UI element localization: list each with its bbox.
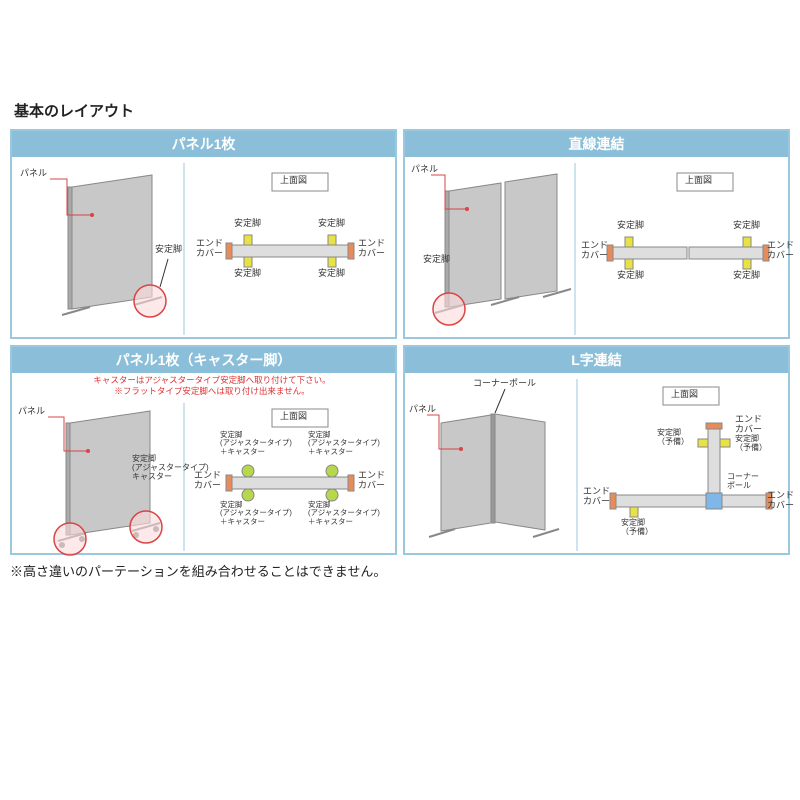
panel-label: パネル <box>411 165 438 175</box>
foot-label-tl: 安定脚 <box>234 219 261 229</box>
foot-label-tl: 安定脚 <box>617 221 644 231</box>
diagram-l-shape <box>405 373 795 557</box>
foot-label-bl: 安定脚(アジャスタータイプ)＋キャスター <box>220 501 292 526</box>
cell-panel-1: パネル1枚 <box>10 129 397 339</box>
end-label-l: エンドカバー <box>581 241 608 261</box>
foot-label: 安定脚 <box>423 255 450 265</box>
panel-label: パネル <box>20 169 47 179</box>
foot-label-tl: 安定脚(アジャスタータイプ)＋キャスター <box>220 431 292 456</box>
foot-label-b: 安定脚（予備） <box>621 519 653 537</box>
foot-label-br: 安定脚 <box>733 271 760 281</box>
top-view-label: 上面図 <box>671 390 698 400</box>
end-label-t: エンドカバー <box>735 415 762 435</box>
cell-header: パネル1枚（キャスター脚） <box>12 347 395 373</box>
foot-label-bl: 安定脚 <box>234 269 261 279</box>
foot-label-tr: 安定脚 <box>733 221 760 231</box>
foot-label-br: 安定脚(アジャスタータイプ)＋キャスター <box>308 501 380 526</box>
top-view-label: 上面図 <box>280 176 307 186</box>
end-label-r: エンドカバー <box>767 491 794 511</box>
panel-label: パネル <box>18 407 45 417</box>
warning-text: キャスターはアジャスタータイプ安定脚へ取り付けて下さい。※フラットタイプ安定脚へ… <box>42 375 382 396</box>
corner-label: コーナーポール <box>473 379 536 389</box>
end-label-r: エンドカバー <box>358 471 385 491</box>
foot-label-tr: 安定脚 <box>318 219 345 229</box>
foot-label-br: 安定脚 <box>318 269 345 279</box>
top-view-label: 上面図 <box>280 412 307 422</box>
cell-header: 直線連結 <box>405 131 788 157</box>
foot-label: 安定脚 <box>155 245 182 255</box>
cell-header: L字連結 <box>405 347 788 373</box>
foot-label-bl: 安定脚 <box>617 271 644 281</box>
end-label-r: エンドカバー <box>358 239 385 259</box>
foot-label-tr: 安定脚(アジャスタータイプ)＋キャスター <box>308 431 380 456</box>
foot-label-tl: 安定脚（予備） <box>657 429 689 447</box>
foot-label-tr: 安定脚（予備） <box>735 435 767 453</box>
end-label-l: エンドカバー <box>194 471 221 491</box>
panel-label: パネル <box>409 405 436 415</box>
end-label-l: エンドカバー <box>196 239 223 259</box>
end-label-r: エンドカバー <box>767 241 794 261</box>
cell-l-shape: L字連結 <box>403 345 790 555</box>
page-title: 基本のレイアウト <box>14 100 790 121</box>
height-note: ※高さ違いのパーテーションを組み合わせることはできません。 <box>10 561 790 580</box>
cell-header: パネル1枚 <box>12 131 395 157</box>
top-view-label: 上面図 <box>685 176 712 186</box>
cell-caster: パネル1枚（キャスター脚） <box>10 345 397 555</box>
end-label-l: エンドカバー <box>583 487 610 507</box>
cell-straight: 直線連結 <box>403 129 790 339</box>
layout-grid: パネル1枚 <box>10 129 790 555</box>
corner-label-sh: コーナーポール <box>727 473 759 491</box>
